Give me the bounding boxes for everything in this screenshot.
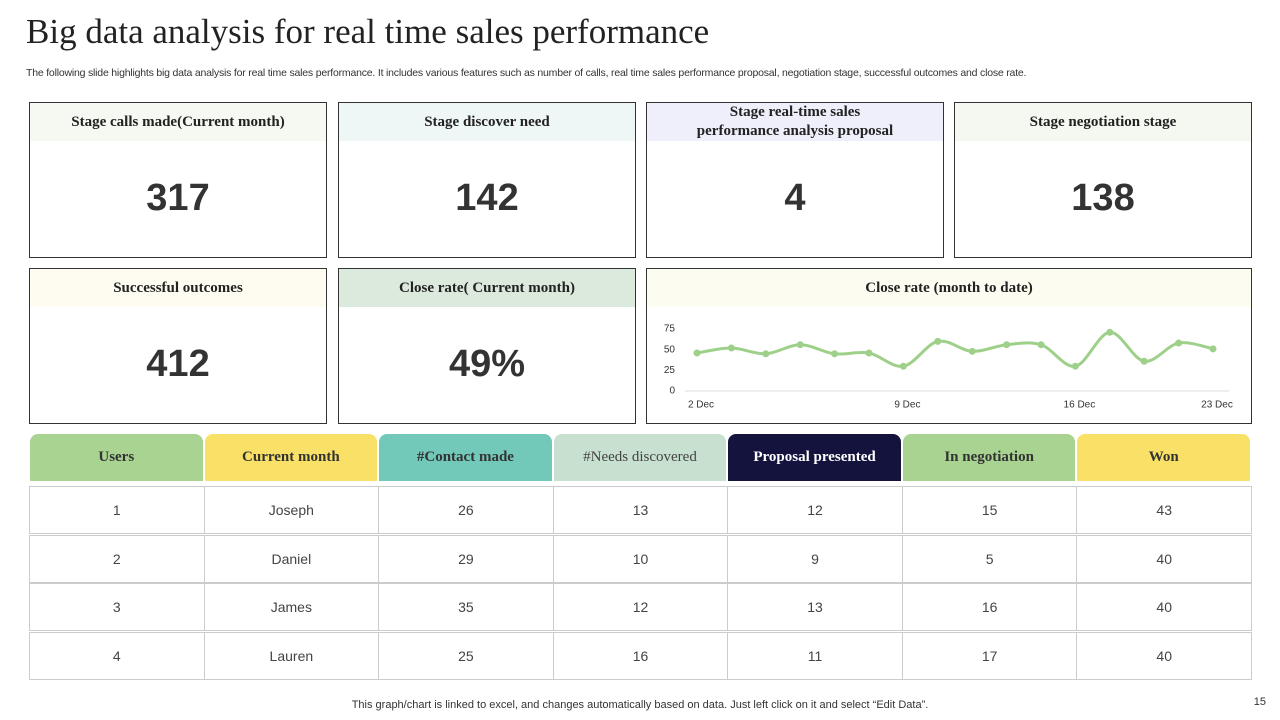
kpi-label: Stage calls made(Current month) [30,103,326,141]
table-cell: James [203,583,380,631]
data-point [727,344,735,352]
title: Big data analysis for real time sales pe… [26,12,710,51]
kpi-value: 49% [448,343,526,385]
data-point [968,347,976,355]
table-header: #Contact made [379,434,552,481]
kpi-card: Stage discover need 142 [338,102,636,258]
kpi-label: Stage negotiation stage [955,103,1251,141]
data-point [796,341,804,349]
data-point [1003,341,1011,349]
kpi-value: 4 [784,177,806,219]
kpi-value: 142 [455,177,519,219]
table-cell: 11 [727,631,903,680]
data-point [693,349,701,357]
table-cell: 12 [727,486,903,534]
y-tick-label: 75 [664,324,676,335]
table-cell: Joseph [203,486,380,534]
table-header: Proposal presented [728,434,901,481]
table-header: #Needs discovered [553,434,727,481]
kpi-value: 138 [1071,177,1135,219]
y-tick-label: 0 [669,386,675,397]
kpi-card: Stage negotiation stage 138 [954,102,1252,258]
table-cell: 1 [29,486,205,534]
table-header: Current month [204,434,378,481]
data-point [865,349,873,357]
data-point [1140,357,1148,365]
table-cell: 35 [378,583,554,631]
data-point [934,337,942,345]
table-cell: 10 [552,534,729,583]
y-tick-label: 25 [664,365,676,376]
footer: This graph/chart is linked to excel, and… [351,699,929,711]
table-cell: 9 [727,534,903,583]
subtitle: The following slide highlights big data … [26,67,1027,79]
table-cell: Lauren [203,631,380,680]
chart-title: Close rate (month to date) [647,269,1251,307]
data-point [1209,345,1217,353]
table-cell: 17 [901,631,1078,680]
data-point [1037,341,1045,349]
table-cell: 40 [1076,534,1252,583]
table-cell: 29 [378,534,554,583]
kpi-card: Stage calls made(Current month) 317 [29,102,327,258]
line-series [696,330,1214,368]
kpi-label: Close rate( Current month) [339,269,635,307]
x-tick-label: 23 Dec [1201,400,1233,411]
data-point [1071,362,1079,370]
table-cell: 12 [552,583,729,631]
table-cell: 4 [29,631,205,680]
x-tick-label: 9 Dec [894,400,920,411]
data-point [831,350,839,358]
table-cell: 43 [1076,486,1252,534]
table-cell: 16 [552,631,729,680]
kpi-card: Stage real-time sales performance analys… [646,102,944,258]
kpi-label: Successful outcomes [30,269,326,307]
kpi-label: Stage discover need [339,103,635,141]
table-cell: 16 [901,583,1078,631]
table-cell: 2 [29,534,205,583]
table-header: Users [30,434,203,481]
table-header: Won [1077,434,1250,481]
kpi-card: Successful outcomes 412 [29,268,327,424]
table-cell: 40 [1076,631,1252,680]
table-cell: 5 [901,534,1078,583]
data-point [899,362,907,370]
table-cell: 15 [901,486,1078,534]
chart: 0 25 50 75 2 Dec 9 Dec 16 Dec 23 Dec [664,324,1233,411]
data-point [1175,339,1183,347]
kpi-value: 412 [146,343,210,385]
table-cell: 3 [29,583,205,631]
data-point [762,350,770,358]
table-cell: Daniel [203,534,380,583]
table-cell: 26 [378,486,554,534]
table-cell: 13 [727,583,903,631]
table-header: In negotiation [902,434,1076,481]
x-tick-label: 16 Dec [1064,400,1096,411]
table-cell: 13 [552,486,729,534]
table-cell: 25 [378,631,554,680]
kpi-value: 317 [146,177,210,219]
kpi-label: Stage real-time sales performance analys… [647,103,943,141]
y-tick-label: 50 [664,344,676,355]
x-tick-label: 2 Dec [688,400,714,411]
table-cell: 40 [1076,583,1252,631]
kpi-card: Close rate( Current month) 49% [338,268,636,424]
chart-card: Close rate (month to date) 0 25 50 75 2 Dec 9… [646,268,1252,424]
page-number: 15 [1253,696,1266,708]
data-point [1106,328,1114,336]
